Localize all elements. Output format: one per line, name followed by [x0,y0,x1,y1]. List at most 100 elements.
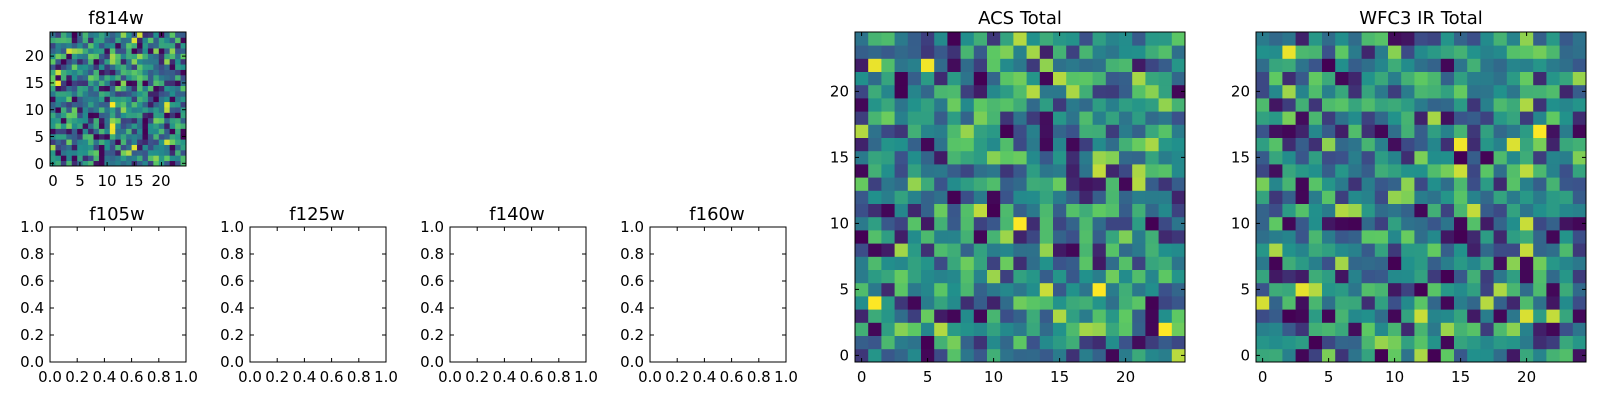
panel-title-wfc3-ir-total: WFC3 IR Total [1359,8,1482,29]
wfc3-ir-total-cell [1388,296,1402,310]
f814w-cell [82,90,89,97]
acs-total-cell [1039,230,1054,244]
wfc3-ir-total-cell [1440,177,1455,191]
acs-total-cell [934,269,948,284]
wfc3-ir-total-cell [1335,256,1349,270]
wfc3-ir-total-cell [1335,309,1349,323]
acs-total-cell [1171,58,1186,72]
acs-total-cell [1039,203,1054,218]
wfc3-ir-total-cell [1467,84,1481,99]
acs-total-cell [987,45,1001,59]
acs-total-cell [868,58,882,72]
f814w-cell [71,123,78,129]
f814w-cell [142,139,149,145]
acs-total-cell [1145,282,1159,297]
acs-total-cell [1026,203,1041,218]
acs-total-cell [1092,190,1107,204]
f814w-cell [115,139,122,145]
acs-total-cell [855,190,869,204]
f814w-cell [60,69,67,76]
wfc3-ir-total-cell [1440,150,1455,165]
f814w-cell [153,128,160,135]
wfc3-ir-total-cell [1256,32,1270,46]
wfc3-ir-total-cell [1480,296,1494,310]
f814w-cell [137,64,143,70]
f814w-cell [98,144,105,151]
f814w-cell [137,144,143,151]
f105w-ticks [49,226,187,363]
acs-total-cell [1158,58,1173,72]
f814w-cell [88,101,94,108]
f814w-cell [55,64,62,70]
wfc3-ir-total-cell [1388,243,1402,257]
f814w-cell [164,85,171,92]
f814w-cell [77,53,84,60]
f814w-ytick-labels: 0 5 10 15 20 [25,47,44,173]
acs-total-cell [1079,243,1093,257]
wfc3-ir-total-cell [1374,256,1389,270]
wfc3-ir-total-cell [1322,309,1336,323]
wfc3-ir-total-cell [1308,190,1323,204]
wfc3-ir-total-cell [1506,216,1521,231]
wfc3-ir-total-cell [1454,98,1468,112]
wfc3-ir-total-cell [1348,269,1362,284]
acs-total-cell [1066,216,1080,231]
wfc3-ir-total-cell [1269,335,1283,350]
wfc3-ir-total-ytick-label-5: 5 [1240,280,1250,298]
wfc3-ir-total-cell [1414,124,1428,138]
f814w-cell [137,90,143,97]
f814w-cell [164,139,171,145]
f814w-cell [109,96,116,103]
acs-total-cell [1119,98,1133,112]
acs-total-cell [1066,335,1080,350]
acs-total-cell [1000,84,1014,99]
wfc3-ir-total-cell [1572,203,1587,218]
wfc3-ir-total-cell [1572,348,1587,363]
wfc3-ir-total-cell [1401,177,1415,191]
f814w-cell [137,107,143,113]
wfc3-ir-total-cell [1440,32,1455,46]
wfc3-ir-total-cell [1506,282,1521,297]
wfc3-ir-total-cell [1533,71,1547,86]
wfc3-ir-total-cell [1454,111,1468,125]
acs-total-cell [1105,203,1120,218]
acs-total-ytick-label-20: 20 [830,82,849,100]
f814w-cell [71,117,78,124]
f814w-cell [147,117,154,124]
f814w-cell [120,160,127,167]
acs-total-cell [947,348,961,363]
f814w-cell [60,112,67,119]
wfc3-ir-total-cell [1467,216,1481,231]
wfc3-ir-total-cell [1282,58,1296,72]
acs-total-cell [973,203,988,218]
acs-total-cell [1066,32,1080,46]
f814w-cell [82,96,89,103]
f814w-cell [180,42,187,49]
f814w-cell [153,48,160,54]
wfc3-ir-total-cell [1493,45,1508,59]
wfc3-ir-total-cell [1480,177,1494,191]
wfc3-ir-total-cell [1348,309,1362,323]
acs-total-cell [1105,348,1120,363]
wfc3-ir-total-cell [1308,322,1323,336]
wfc3-ir-total-cell [1559,190,1574,204]
acs-total-cell [1171,322,1186,336]
acs-total-cell [1171,269,1186,284]
acs-total-cell [1013,150,1027,165]
wfc3-ir-total-cell [1348,335,1362,350]
acs-total-cell [881,282,895,297]
acs-total-cell [1013,45,1027,59]
f105w-xtick-label-0.0: 0.0 [38,368,62,386]
acs-total-cell [934,150,948,165]
wfc3-ir-total-cell [1256,71,1270,86]
f814w-cell [147,53,154,60]
f814w-cell [126,123,132,129]
acs-total-cell [1000,124,1014,138]
acs-total-cell [1000,164,1014,178]
wfc3-ir-total-cell [1322,111,1336,125]
acs-total-cell [947,256,961,270]
wfc3-ir-total-cell [1572,269,1587,284]
f125w-xtick-label-0.8: 0.8 [347,368,371,386]
panel-title-f140w: f140w [489,204,544,225]
wfc3-ir-total-cell [1427,256,1442,270]
